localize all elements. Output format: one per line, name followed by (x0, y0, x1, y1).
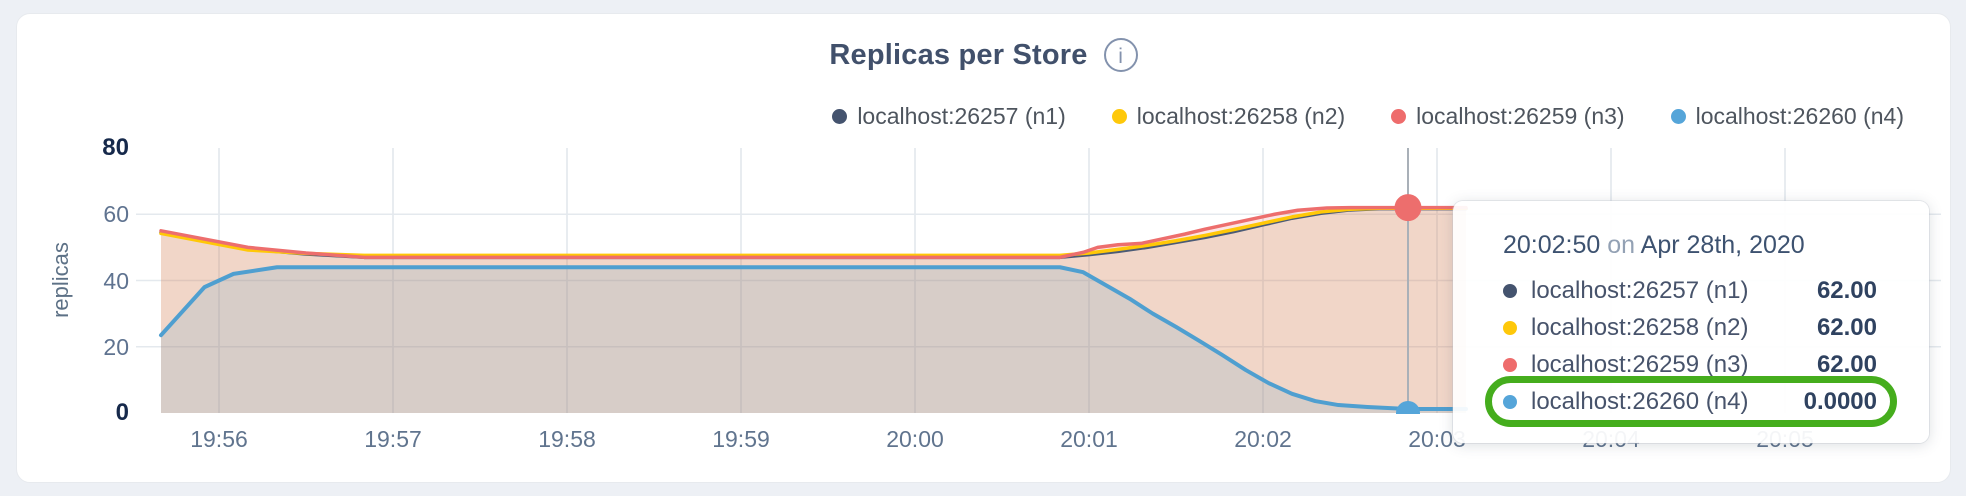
chart-title: Replicas per Store (829, 38, 1088, 71)
tooltip-time: 20:02:50 (1503, 231, 1601, 259)
y-tick-label: 20 (103, 333, 129, 360)
series-area (161, 208, 1466, 413)
y-tick-label: 40 (103, 267, 129, 294)
tooltip-series-value: 62.00 (1816, 276, 1877, 304)
tooltip-series-dot-icon (1503, 394, 1517, 409)
tooltip-date: Apr 28th, 2020 (1640, 231, 1805, 259)
hover-point (1394, 194, 1422, 222)
legend-dot-icon (1111, 109, 1127, 124)
legend-label: localhost:26258 (n2) (1136, 103, 1346, 129)
x-tick-label: 20:02 (1234, 426, 1292, 452)
y-tick-label: 80 (102, 134, 129, 161)
tooltip-title: 20:02:50 on Apr 28th, 2020 (1503, 231, 1877, 260)
x-tick-label: 19:58 (538, 426, 596, 452)
y-tick-label: 60 (103, 201, 129, 228)
series-area (161, 267, 1466, 413)
legend-label: localhost:26257 (n1) (857, 103, 1066, 129)
tooltip-row: localhost:26260 (n4) 0.0000 (1485, 376, 1897, 427)
tooltip-series-label: localhost:26257 (n1) (1531, 276, 1749, 304)
tooltip-series-dot-icon (1503, 320, 1517, 335)
tooltip-series-dot-icon (1503, 357, 1517, 372)
chart-canvas[interactable] (136, 141, 1941, 420)
tooltip-row: localhost:26258 (n2) 62.00 (1503, 309, 1877, 346)
chart-tooltip: 20:02:50 on Apr 28th, 2020 localhost:262… (1453, 201, 1929, 443)
series-line (159, 205, 1468, 260)
tooltip-series-value: 0.0000 (1803, 387, 1877, 415)
tooltip-series-value: 62.00 (1816, 350, 1877, 378)
series-line (159, 265, 1468, 412)
legend-item[interactable]: localhost:26259 (n3) (1391, 103, 1625, 130)
legend-dot-icon (832, 109, 848, 124)
legend: localhost:26257 (n1) localhost:26258 (n2)… (832, 103, 1904, 130)
legend-dot-icon (1391, 109, 1407, 124)
tooltip-row: localhost:26257 (n1) 62.00 (1503, 272, 1877, 309)
tooltip-series-label: localhost:26258 (n2) (1531, 313, 1749, 341)
legend-item[interactable]: localhost:26257 (n1) (832, 103, 1066, 130)
tooltip-series-label: localhost:26259 (n3) (1531, 350, 1749, 378)
tooltip-series-label: localhost:26260 (n4) (1531, 387, 1749, 415)
tooltip-row: localhost:26259 (n3) 62.00 (1503, 346, 1877, 383)
legend-dot-icon (1670, 109, 1686, 124)
chart-header: Replicas per Store i (17, 38, 1950, 72)
legend-item[interactable]: localhost:26258 (n2) (1111, 103, 1346, 130)
tooltip-series-value: 62.00 (1816, 313, 1877, 341)
info-icon[interactable]: i (1103, 38, 1138, 72)
legend-label: localhost:26260 (n4) (1695, 103, 1904, 129)
legend-label: localhost:26259 (n3) (1416, 103, 1625, 129)
x-tick-label: 20:01 (1060, 426, 1118, 452)
legend-item[interactable]: localhost:26260 (n4) (1670, 103, 1904, 130)
x-tick-label: 19:57 (364, 426, 422, 452)
tooltip-on-word: on (1607, 231, 1636, 259)
x-tick-label: 19:56 (190, 426, 248, 452)
tooltip-rows: localhost:26257 (n1) 62.00 localhost:26258… (1485, 272, 1897, 427)
chart-card: Replicas per Store i localhost:26257 (n1… (16, 13, 1951, 483)
tooltip-series-dot-icon (1503, 283, 1517, 298)
hover-point (1396, 401, 1420, 414)
x-tick-label: 19:59 (712, 426, 770, 452)
x-tick-label: 20:00 (886, 426, 944, 452)
series-area (161, 208, 1466, 413)
y-tick-label: 0 (115, 399, 129, 426)
